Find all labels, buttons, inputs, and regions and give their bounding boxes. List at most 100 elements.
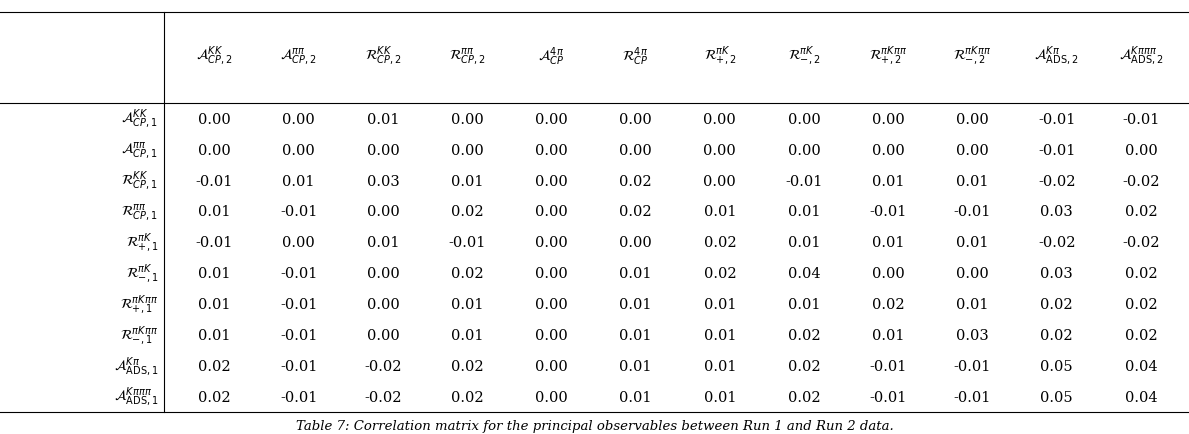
Text: $\mathcal{A}_{\mathrm{ADS},2}^{K\pi\pi\pi}$: $\mathcal{A}_{\mathrm{ADS},2}^{K\pi\pi\p… (1119, 45, 1163, 68)
Text: 0.00: 0.00 (704, 174, 736, 188)
Text: 0.03: 0.03 (1040, 205, 1074, 219)
Text: $\mathcal{A}_{CP,2}^{\pi\pi}$: $\mathcal{A}_{CP,2}^{\pi\pi}$ (281, 46, 317, 66)
Text: Table 7: Correlation matrix for the principal observables between Run 1 and Run : Table 7: Correlation matrix for the prin… (296, 419, 893, 432)
Text: 0.00: 0.00 (366, 328, 400, 342)
Text: 0.01: 0.01 (704, 359, 736, 373)
Text: -0.01: -0.01 (281, 359, 317, 373)
Text: 0.02: 0.02 (1040, 328, 1072, 342)
Text: 0.03: 0.03 (366, 174, 400, 188)
Text: 0.01: 0.01 (283, 174, 315, 188)
Text: 0.00: 0.00 (366, 297, 400, 312)
Text: 0.01: 0.01 (366, 236, 400, 250)
Text: 0.02: 0.02 (872, 297, 905, 312)
Text: 0.00: 0.00 (619, 143, 652, 158)
Text: -0.01: -0.01 (281, 390, 317, 404)
Text: -0.02: -0.02 (364, 359, 402, 373)
Text: 0.00: 0.00 (956, 143, 989, 158)
Text: 0.01: 0.01 (704, 297, 736, 312)
Text: 0.00: 0.00 (282, 143, 315, 158)
Text: 0.00: 0.00 (872, 143, 905, 158)
Text: 0.00: 0.00 (451, 143, 484, 158)
Text: 0.01: 0.01 (872, 328, 905, 342)
Text: 0.00: 0.00 (366, 266, 400, 281)
Text: 0.02: 0.02 (704, 236, 736, 250)
Text: 0.02: 0.02 (704, 266, 736, 281)
Text: 0.00: 0.00 (282, 112, 315, 127)
Text: 0.01: 0.01 (619, 359, 652, 373)
Text: -0.02: -0.02 (364, 390, 402, 404)
Text: 0.04: 0.04 (788, 266, 820, 281)
Text: $\mathcal{A}_{CP,1}^{\pi\pi}$: $\mathcal{A}_{CP,1}^{\pi\pi}$ (121, 140, 158, 161)
Text: -0.01: -0.01 (786, 174, 823, 188)
Text: $\mathcal{A}_{CP}^{4\pi}$: $\mathcal{A}_{CP}^{4\pi}$ (539, 45, 565, 68)
Text: 0.01: 0.01 (788, 205, 820, 219)
Text: 0.00: 0.00 (199, 143, 231, 158)
Text: 0.00: 0.00 (872, 112, 905, 127)
Text: -0.01: -0.01 (281, 297, 317, 312)
Text: $\mathcal{R}_{-,2}^{\pi K\pi\pi}$: $\mathcal{R}_{-,2}^{\pi K\pi\pi}$ (954, 45, 992, 68)
Text: 0.00: 0.00 (535, 174, 568, 188)
Text: $\mathcal{A}_{CP,2}^{KK}$: $\mathcal{A}_{CP,2}^{KK}$ (196, 45, 233, 68)
Text: -0.02: -0.02 (1038, 174, 1076, 188)
Text: 0.01: 0.01 (451, 297, 484, 312)
Text: 0.03: 0.03 (1040, 266, 1074, 281)
Text: -0.01: -0.01 (1122, 112, 1159, 127)
Text: 0.00: 0.00 (704, 143, 736, 158)
Text: 0.04: 0.04 (1125, 390, 1157, 404)
Text: 0.02: 0.02 (788, 390, 820, 404)
Text: 0.02: 0.02 (619, 174, 652, 188)
Text: 0.00: 0.00 (535, 266, 568, 281)
Text: 0.02: 0.02 (199, 359, 231, 373)
Text: $\mathcal{R}_{CP,1}^{\pi\pi}$: $\mathcal{R}_{CP,1}^{\pi\pi}$ (121, 202, 158, 222)
Text: 0.01: 0.01 (956, 236, 989, 250)
Text: 0.01: 0.01 (788, 236, 820, 250)
Text: 0.04: 0.04 (1125, 359, 1157, 373)
Text: 0.01: 0.01 (199, 266, 231, 281)
Text: -0.02: -0.02 (1122, 236, 1159, 250)
Text: 0.00: 0.00 (956, 266, 989, 281)
Text: 0.05: 0.05 (1040, 359, 1072, 373)
Text: 0.01: 0.01 (199, 205, 231, 219)
Text: 0.01: 0.01 (199, 297, 231, 312)
Text: 0.00: 0.00 (704, 112, 736, 127)
Text: -0.01: -0.01 (196, 236, 233, 250)
Text: 0.01: 0.01 (619, 266, 652, 281)
Text: 0.00: 0.00 (535, 359, 568, 373)
Text: 0.02: 0.02 (451, 266, 484, 281)
Text: -0.01: -0.01 (281, 205, 317, 219)
Text: 0.01: 0.01 (956, 174, 989, 188)
Text: 0.00: 0.00 (619, 112, 652, 127)
Text: 0.00: 0.00 (535, 143, 568, 158)
Text: 0.01: 0.01 (704, 328, 736, 342)
Text: 0.00: 0.00 (787, 112, 820, 127)
Text: 0.00: 0.00 (956, 112, 989, 127)
Text: -0.01: -0.01 (281, 328, 317, 342)
Text: -0.01: -0.01 (448, 236, 486, 250)
Text: 0.00: 0.00 (535, 205, 568, 219)
Text: 0.01: 0.01 (619, 390, 652, 404)
Text: 0.02: 0.02 (199, 390, 231, 404)
Text: 0.01: 0.01 (956, 297, 989, 312)
Text: -0.01: -0.01 (869, 205, 907, 219)
Text: 0.02: 0.02 (619, 205, 652, 219)
Text: $\mathcal{R}_{-,1}^{\pi K\pi\pi}$: $\mathcal{R}_{-,1}^{\pi K\pi\pi}$ (120, 324, 158, 347)
Text: 0.00: 0.00 (1125, 143, 1157, 158)
Text: $\mathcal{A}_{CP,1}^{KK}$: $\mathcal{A}_{CP,1}^{KK}$ (121, 108, 158, 131)
Text: $\mathcal{R}_{+,2}^{\pi K}$: $\mathcal{R}_{+,2}^{\pi K}$ (704, 45, 736, 68)
Text: -0.01: -0.01 (954, 205, 992, 219)
Text: 0.02: 0.02 (1125, 266, 1157, 281)
Text: 0.00: 0.00 (535, 236, 568, 250)
Text: 0.01: 0.01 (619, 328, 652, 342)
Text: $\mathcal{R}_{-,2}^{\pi K}$: $\mathcal{R}_{-,2}^{\pi K}$ (788, 45, 820, 68)
Text: 0.00: 0.00 (366, 143, 400, 158)
Text: 0.00: 0.00 (535, 328, 568, 342)
Text: 0.05: 0.05 (1040, 390, 1072, 404)
Text: 0.00: 0.00 (535, 390, 568, 404)
Text: 0.02: 0.02 (1125, 328, 1157, 342)
Text: 0.02: 0.02 (1125, 205, 1157, 219)
Text: 0.01: 0.01 (704, 390, 736, 404)
Text: 0.00: 0.00 (282, 236, 315, 250)
Text: -0.01: -0.01 (869, 390, 907, 404)
Text: 0.00: 0.00 (787, 143, 820, 158)
Text: 0.01: 0.01 (788, 297, 820, 312)
